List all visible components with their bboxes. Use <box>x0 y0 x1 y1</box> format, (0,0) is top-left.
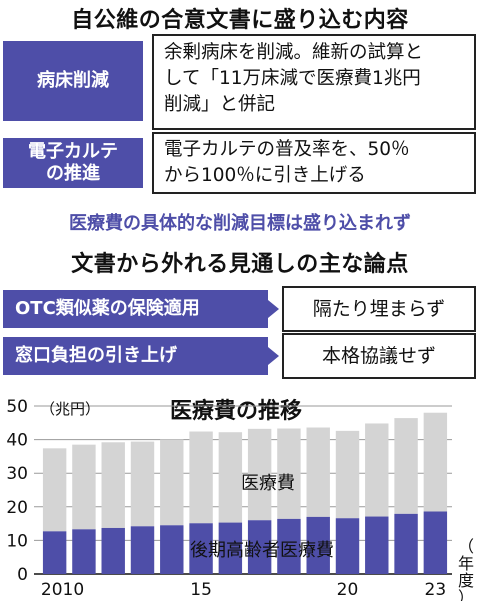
box-bed-reduction-line3: 削減」と併記 <box>164 93 276 115</box>
x-tick-label-2015: 15 <box>190 580 212 600</box>
bar-elderly-2016 <box>218 522 243 574</box>
box-otc: 隔たり埋まらず <box>282 286 476 332</box>
bar-elderly-2017 <box>247 520 272 574</box>
bar-medical-2019 <box>306 427 330 517</box>
tag-copay: 窓口負担の引き上げ <box>3 337 268 375</box>
bar-elderly-2020 <box>335 518 360 574</box>
bar-medical-2018 <box>277 428 301 519</box>
box-bed-reduction-line2: して「11万床減で医療費1兆円 <box>164 67 421 89</box>
y-tick-label-10: 10 <box>6 531 28 551</box>
box-bed-reduction-line1: 余剰病床を削減。維新の試算と <box>164 42 424 63</box>
x-axis-unit-label: （年度） <box>458 537 474 601</box>
heading-agreement: 自公維の合意文書に盛り込む内容 <box>71 8 409 33</box>
x-tick-label-2023: 23 <box>425 580 447 600</box>
x-tick-label-2010: 2010 <box>41 580 84 600</box>
bar-elderly-2013 <box>130 526 155 574</box>
bar-medical-2023 <box>423 412 448 512</box>
arrow-otc <box>268 300 279 318</box>
box-copay-value: 本格協議せず <box>321 345 436 367</box>
bar-medical-2017 <box>247 428 272 521</box>
bar-elderly-2010 <box>42 531 67 574</box>
bar-elderly-2011 <box>72 529 96 574</box>
bar-medical-2021 <box>365 423 389 517</box>
bar-medical-2014 <box>160 439 184 526</box>
box-otc-value: 隔たり埋まらず <box>312 298 446 320</box>
note-no-target: 医療費の具体的な削減目標は盛り込まれず <box>69 213 411 234</box>
y-tick-label-50: 50 <box>6 397 28 417</box>
bar-elderly-2019 <box>306 516 330 574</box>
y-tick-label-30: 30 <box>6 464 28 484</box>
series-label-medical: 医療費 <box>241 473 295 494</box>
y-tick-label-20: 20 <box>6 498 28 518</box>
heading-excluded-issues: 文書から外れる見通しの主な論点 <box>71 252 409 277</box>
y-axis-unit-label: （兆円） <box>40 400 100 418</box>
tag-ehr-line2: の推進 <box>46 163 100 184</box>
tag-copay-label: 窓口負担の引き上げ <box>15 344 177 366</box>
arrow-copay <box>268 347 279 365</box>
tag-bed-reduction-label: 病床削減 <box>37 69 109 91</box>
bar-medical-2013 <box>130 441 155 527</box>
bar-medical-2010 <box>42 448 67 532</box>
bar-medical-2016 <box>218 432 243 523</box>
bar-medical-2022 <box>394 418 418 514</box>
tag-otc-label: OTC類似薬の保険適用 <box>15 297 200 319</box>
bar-elderly-2021 <box>365 516 389 574</box>
box-ehr-line1: 電子カルテの普及率を、50％ <box>164 139 410 160</box>
bar-elderly-2014 <box>160 525 184 574</box>
x-tick-label-2020: 20 <box>337 580 359 600</box>
y-tick-label-40: 40 <box>6 431 28 451</box>
series-label-elderly: 後期高齢者医療費 <box>190 540 334 561</box>
bar-elderly-2015 <box>189 523 213 574</box>
box-ehr: 電子カルテの普及率を、50％ から100％に引き上げる <box>152 132 476 194</box>
tag-ehr-line1: 電子カルテ <box>28 140 118 162</box>
chart-title: 医療費の推移 <box>170 399 303 424</box>
box-ehr-line2: から100％に引き上げる <box>164 164 366 186</box>
bar-medical-2020 <box>335 430 360 519</box>
box-copay: 本格協議せず <box>282 333 476 379</box>
bar-medical-2011 <box>72 444 96 530</box>
bar-elderly-2023 <box>423 511 448 574</box>
bar-medical-2015 <box>189 431 213 524</box>
bar-elderly-2018 <box>277 518 301 574</box>
tag-bed-reduction: 病床削減 <box>3 41 143 121</box>
bar-elderly-2012 <box>101 527 125 574</box>
tag-otc: OTC類似薬の保険適用 <box>3 290 268 328</box>
box-bed-reduction: 余剰病床を削減。維新の試算と して「11万床減で医療費1兆円 削減」と併記 <box>152 34 476 130</box>
tag-ehr: 電子カルテ の推進 <box>3 138 143 188</box>
y-tick-label-0: 0 <box>17 565 28 585</box>
bar-medical-2012 <box>101 442 125 528</box>
bar-elderly-2022 <box>394 513 418 574</box>
